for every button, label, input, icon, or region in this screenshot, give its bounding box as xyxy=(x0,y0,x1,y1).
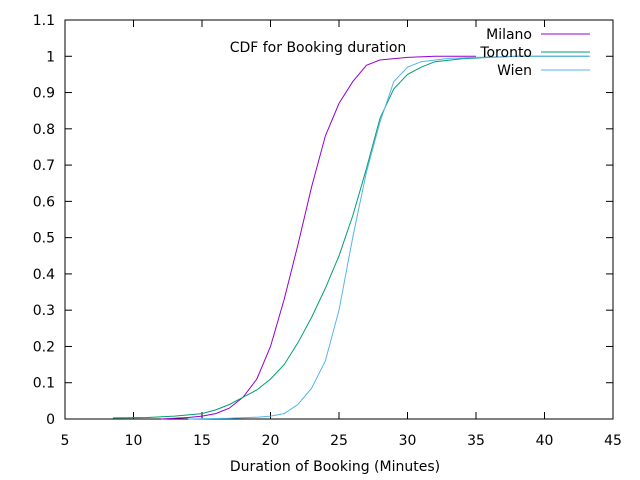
x-tick-label: 15 xyxy=(193,433,211,449)
y-tick-label: 0.5 xyxy=(33,231,55,247)
series-lines xyxy=(112,55,590,420)
y-tick-label: 0.8 xyxy=(33,122,55,138)
x-tick-label: 20 xyxy=(262,433,280,449)
series-line-toronto xyxy=(112,55,590,419)
y-tick-label: 0.9 xyxy=(33,86,55,102)
legend-label-toronto: Toronto xyxy=(479,45,532,61)
legend: Milano Toronto Wien xyxy=(479,27,590,79)
x-tick-label: 35 xyxy=(467,433,485,449)
x-axis-label: Duration of Booking (Minutes) xyxy=(230,459,440,475)
x-tick-label: 40 xyxy=(536,433,554,449)
legend-label-milano: Milano xyxy=(486,27,532,43)
chart-title: CDF for Booking duration xyxy=(230,40,407,56)
x-tick-label: 10 xyxy=(125,433,143,449)
y-tick-label: 0.3 xyxy=(33,303,55,319)
y-tick-label: 1.1 xyxy=(33,13,55,29)
y-tick-label: 1 xyxy=(46,49,55,65)
x-tick-label: 30 xyxy=(399,433,417,449)
y-tick-label: 0.4 xyxy=(33,267,55,283)
x-tick-label: 25 xyxy=(330,433,348,449)
series-line-wien xyxy=(188,55,590,420)
x-tick-label: 45 xyxy=(604,433,622,449)
legend-label-wien: Wien xyxy=(497,63,532,79)
series-line-milano xyxy=(160,55,476,420)
axis-ticks: 5 10 15 20 25 30 35 40 45 0 0.1 0.2 0.3 0.4 0.5 0.6 0.7 0… xyxy=(33,13,622,449)
y-tick-label: 0.2 xyxy=(33,339,55,355)
y-tick-label: 0.7 xyxy=(33,158,55,174)
y-tick-label: 0 xyxy=(46,412,55,428)
y-tick-label: 0.1 xyxy=(33,376,55,392)
x-tick-label: 5 xyxy=(61,433,70,449)
y-tick-label: 0.6 xyxy=(33,194,55,210)
